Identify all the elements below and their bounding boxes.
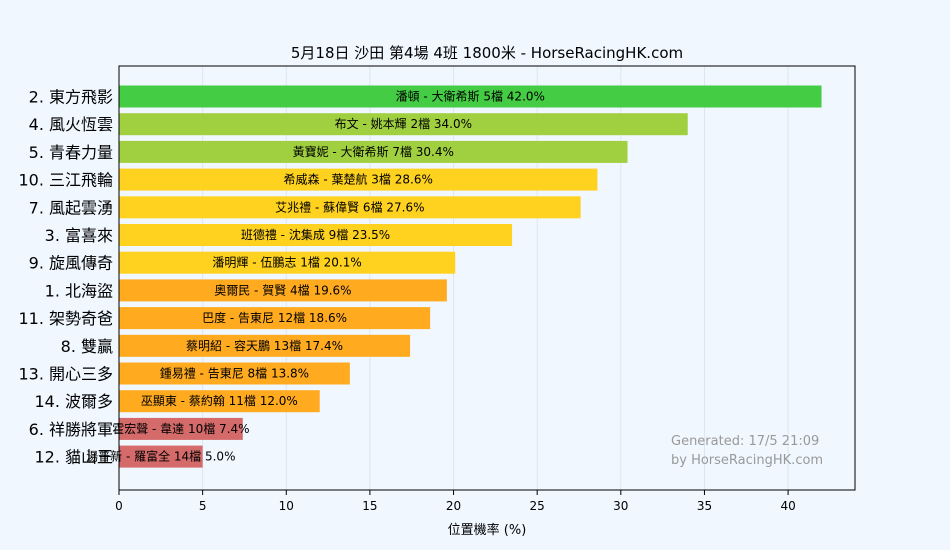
bar-label: 希威森 - 葉楚航 3檔 28.6% [284,172,433,187]
bar [119,224,513,246]
bar-label: 巫顯東 - 蔡約翰 11檔 12.0% [141,393,298,408]
x-tick-label: 30 [613,499,628,513]
category-label: 9. 旋風傳奇 [29,254,113,273]
x-axis-label: 位置機率 (%) [448,522,527,538]
x-tick-label: 25 [530,499,545,513]
category-label: 8. 雙贏 [61,337,113,356]
bar-label: 潘明輝 - 伍鵬志 1檔 20.1% [212,256,361,270]
watermark-line-1: Generated: 17/5 21:09 [671,434,819,449]
category-label: 6. 祥勝將軍 [29,420,113,439]
category-label: 10. 三江飛輪 [18,171,113,190]
bar-label: 黃寶妮 - 大衛希斯 7檔 30.4% [293,144,454,159]
bar-label: 霍宏聲 - 韋達 10檔 7.4% [112,421,249,436]
bar [119,417,243,440]
bar-label: 湯普新 - 羅富全 14檔 5.0% [86,449,235,464]
x-tick-label: 35 [697,499,712,513]
bar-label: 班德禮 - 沈集成 9檔 23.5% [241,227,390,242]
category-label: 3. 富喜來 [45,226,113,245]
bar-label: 布文 - 姚本輝 2檔 34.0% [335,116,472,131]
x-ticks-group: 0 5 10 15 20 25 30 35 40 [115,490,796,513]
chart-title: 5月18日 沙田 第4場 4班 1800米 - HorseRacingHK.co… [291,44,683,62]
x-tick-label: 5 [199,499,207,513]
category-label: 13. 開心三多 [18,365,113,384]
bar-labels-group: 潘頓 - 大衛希斯 5檔 42.0% 布文 - 姚本輝 2檔 34.0% 黃寶妮 -… [86,89,545,464]
bar-label: 艾兆禮 - 蘇偉賢 6檔 27.6% [275,200,424,214]
bar [119,445,203,468]
category-labels-group: 2. 東方飛影 4. 風火恆雲 5. 青春力量 10. 三江飛輪 7. 風起雲湧 3. 富… [18,88,113,467]
bars-group [119,85,822,468]
bar-label: 蔡明紹 - 容天鵬 13檔 17.4% [186,338,343,353]
bar [119,279,447,302]
bar [119,362,350,385]
category-label: 7. 風起雲湧 [29,198,113,217]
category-label: 11. 架勢奇爸 [18,309,113,328]
category-label: 1. 北海盜 [45,281,113,300]
category-label: 4. 風火恆雲 [29,115,113,134]
x-tick-label: 20 [446,499,461,513]
x-tick-label: 0 [115,499,123,513]
bar [119,334,411,357]
bar [119,113,688,136]
bar [119,251,456,274]
bar-label: 鍾易禮 - 告東尼 8檔 13.8% [160,367,309,381]
x-tick-label: 40 [780,499,795,513]
bar [119,196,581,219]
watermark-line-2: by HorseRacingHK.com [671,453,823,468]
bar [119,390,320,413]
category-label: 5. 青春力量 [29,143,113,162]
bar-label: 奧爾民 - 賀賢 4檔 19.6% [214,283,351,297]
category-label: 2. 東方飛影 [29,88,113,107]
bar-label: 潘頓 - 大衛希斯 5檔 42.0% [396,89,545,104]
x-tick-label: 15 [362,499,377,513]
x-tick-label: 10 [279,499,294,513]
bar [119,168,598,191]
bar [119,307,431,330]
bar [119,140,628,163]
bar-label: 巴度 - 告東尼 12檔 18.6% [202,310,347,325]
plot-frame [118,65,856,491]
bar [119,85,822,108]
category-label: 14. 波爾多 [34,392,113,411]
category-label: 12. 貓山王 [34,448,113,467]
